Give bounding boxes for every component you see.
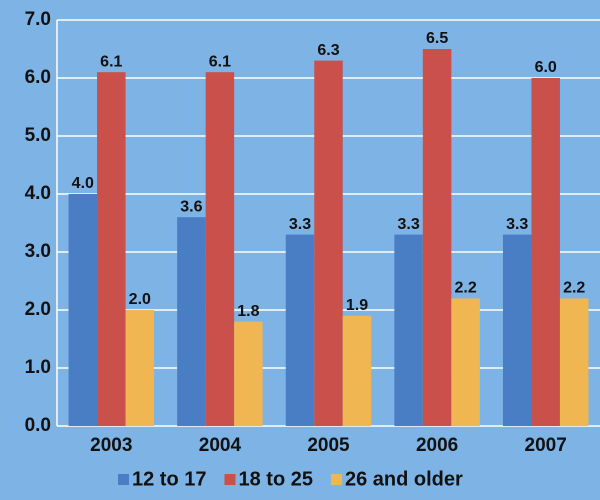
x-tick-label: 2007 [525, 435, 567, 456]
bar [314, 60, 343, 426]
value-label: 6.0 [535, 59, 557, 76]
legend-label: 26 and older [345, 468, 463, 490]
value-label: 6.3 [317, 42, 339, 59]
bar [451, 298, 480, 426]
value-label: 1.8 [237, 303, 259, 320]
bar [422, 49, 452, 426]
y-tick-label: 0.0 [25, 415, 51, 436]
x-tick-label: 2004 [199, 435, 242, 456]
x-tick-label: 2003 [90, 435, 132, 456]
bar [68, 194, 98, 426]
y-tick-label: 1.0 [25, 357, 51, 378]
bar [125, 310, 155, 426]
bar [531, 78, 560, 426]
value-label: 1.9 [346, 297, 368, 314]
legend-label: 18 to 25 [238, 468, 312, 490]
bar [205, 72, 235, 426]
value-label: 6.1 [100, 53, 122, 70]
value-label: 4.0 [72, 175, 94, 192]
value-label: 6.1 [209, 53, 231, 70]
bar [234, 321, 263, 426]
x-tick-label: 2005 [307, 435, 350, 456]
value-label: 2.0 [129, 291, 151, 308]
y-tick-label: 4.0 [25, 183, 51, 204]
bar [285, 234, 315, 426]
value-label: 3.3 [506, 216, 528, 233]
bar [97, 72, 126, 426]
value-label: 6.5 [426, 30, 448, 47]
bar [342, 315, 372, 426]
y-tick-label: 5.0 [25, 125, 51, 146]
legend-swatch [330, 474, 342, 485]
value-label: 3.3 [397, 216, 419, 233]
value-label: 2.2 [454, 280, 476, 297]
value-label: 3.6 [180, 198, 202, 215]
value-label: 3.3 [289, 216, 311, 233]
y-tick-label: 3.0 [25, 241, 51, 262]
legend-swatch [224, 474, 236, 485]
y-tick-label: 2.0 [25, 299, 51, 320]
bar [559, 298, 589, 426]
y-tick-label: 7.0 [25, 9, 51, 30]
legend-label: 12 to 17 [132, 468, 206, 490]
x-tick-label: 2006 [416, 435, 458, 456]
value-label: 2.2 [563, 280, 585, 297]
bar [394, 234, 423, 426]
legend-swatch [118, 474, 129, 485]
bar [177, 217, 206, 426]
y-tick-label: 6.0 [25, 67, 51, 88]
bar [502, 234, 532, 426]
